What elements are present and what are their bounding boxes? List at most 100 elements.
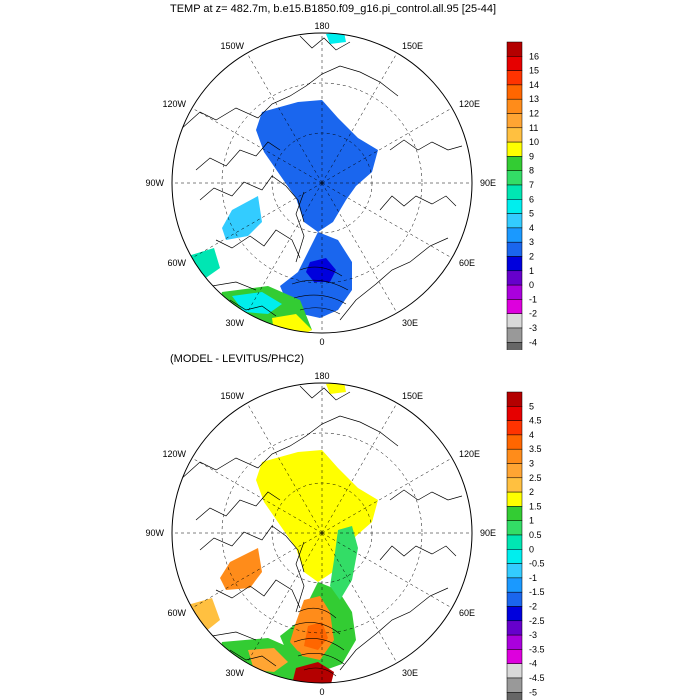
colorbar-swatch [506, 156, 523, 171]
bottom-pacific-field [326, 383, 346, 394]
top-longitude-labels: 180 150E 120E 90E 60E 30E 0 30W 60W 90W … [145, 21, 496, 347]
colorbar-swatch [506, 327, 523, 343]
colorbar-label: 15 [529, 66, 539, 76]
colorbar-swatch [506, 170, 523, 186]
colorbar-label: 1.5 [529, 501, 542, 511]
colorbar-label: 3 [529, 237, 534, 247]
colorbar-label: 4 [529, 430, 534, 440]
lon-label: 120E [459, 449, 480, 459]
lon-label: 30E [402, 318, 418, 328]
bottom-arctic-basin-field [256, 450, 378, 582]
lon-label: 180 [314, 371, 329, 381]
lon-label: 0 [319, 337, 324, 347]
colorbar-label: -3 [529, 630, 537, 640]
colorbar-label: 1 [529, 516, 534, 526]
colorbar-swatch [506, 477, 523, 493]
bottom-coastlines [179, 385, 463, 671]
colorbar-label: 5 [529, 209, 534, 219]
bottom-longitude-labels: 180 150E 120E 90E 60E 30E 0 30W 60W 90W … [145, 371, 496, 697]
colorbar-swatch [506, 84, 523, 100]
colorbar-label: 6 [529, 194, 534, 204]
colorbar-label: -4.5 [529, 673, 545, 683]
lon-label: 120W [162, 449, 186, 459]
colorbar-swatch [506, 299, 523, 314]
colorbar-label: -2 [529, 602, 537, 612]
top-arctic-basin-field [256, 100, 378, 232]
colorbar-label: 14 [529, 80, 539, 90]
top-map-content [172, 33, 472, 333]
top-atlantic-warm-field-2 [232, 292, 282, 314]
colorbar-swatch [506, 342, 523, 350]
colorbar-swatch [506, 41, 523, 57]
colorbar-swatch [506, 406, 523, 421]
colorbar-swatch [506, 70, 523, 86]
colorbar-swatch [506, 663, 523, 679]
colorbar-swatch [506, 199, 523, 214]
colorbar-swatch [506, 591, 523, 607]
top-baffin-field [222, 196, 262, 240]
colorbar-swatch [506, 127, 523, 143]
colorbar-label: -0.5 [529, 559, 545, 569]
colorbar-swatch [506, 448, 523, 464]
bottom-atlantic-hot-field [292, 662, 334, 683]
colorbar-swatch [506, 463, 523, 479]
colorbar-label: -1 [529, 573, 537, 583]
colorbar-label: 13 [529, 94, 539, 104]
colorbar-label: -1 [529, 294, 537, 304]
colorbar-swatch [506, 213, 523, 229]
colorbar-swatch [506, 677, 523, 693]
colorbar-label: 11 [529, 123, 538, 133]
lon-label: 0 [319, 687, 324, 697]
colorbar-label: 8 [529, 166, 534, 176]
colorbar-label: 0 [529, 544, 534, 554]
colorbar-label: 2 [529, 487, 534, 497]
lon-label: 150W [220, 391, 244, 401]
colorbar-swatch [506, 692, 523, 700]
bottom-polar-map: 180 150E 120E 90E 60E 30E 0 30W 60W 90W … [145, 371, 545, 700]
colorbar-swatch [506, 534, 523, 550]
top-map-border [171, 32, 473, 334]
colorbar-swatch [506, 606, 523, 622]
colorbar-swatch [506, 284, 523, 300]
colorbar-label: 3.5 [529, 444, 542, 454]
bottom-east-green-field [330, 526, 358, 600]
colorbar-label: 9 [529, 151, 534, 161]
colorbar-label: 1 [529, 266, 534, 276]
lon-label: 120E [459, 99, 480, 109]
lon-label: 90E [480, 178, 496, 188]
colorbar-swatch [506, 520, 523, 536]
lon-label: 60E [459, 258, 475, 268]
colorbar-label: -4 [529, 659, 537, 669]
bottom-map-content [172, 383, 472, 683]
lon-label: 60E [459, 608, 475, 618]
lon-label: 150E [402, 41, 423, 51]
bottom-contours [291, 607, 345, 677]
colorbar-label: -2 [529, 309, 537, 319]
lon-label: 120W [162, 99, 186, 109]
colorbar-label: 3 [529, 459, 534, 469]
lon-label: 90W [145, 178, 164, 188]
colorbar-swatch [506, 313, 523, 329]
colorbar-label: 12 [529, 109, 539, 119]
colorbar-swatch [506, 56, 523, 71]
colorbar-swatch [506, 113, 523, 129]
colorbar-label: 2 [529, 252, 534, 262]
colorbar-swatch [506, 241, 523, 257]
lon-label: 90W [145, 528, 164, 538]
lon-label: 30E [402, 668, 418, 678]
top-graticule [172, 33, 472, 333]
colorbar-label: 0 [529, 280, 534, 290]
lon-label: 60W [167, 608, 186, 618]
lon-label: 30W [225, 318, 244, 328]
colorbar-label: 0.5 [529, 530, 542, 540]
lon-label: 150E [402, 391, 423, 401]
top-labrador-field [182, 248, 220, 282]
colorbar-label: -4 [529, 337, 537, 347]
colorbar-swatch [506, 563, 523, 579]
bottom-graticule [172, 383, 472, 683]
top-pacific-field [326, 33, 346, 44]
bottom-map-border [171, 382, 473, 684]
top-contours [291, 266, 349, 315]
bottom-colorbar: 5 4.5 4 3.5 3 2.5 2 1.5 1 0.5 0 -0.5 -1 -1.5 -2 -2.5 -3 -… [506, 391, 545, 700]
colorbar-swatch [506, 270, 523, 286]
